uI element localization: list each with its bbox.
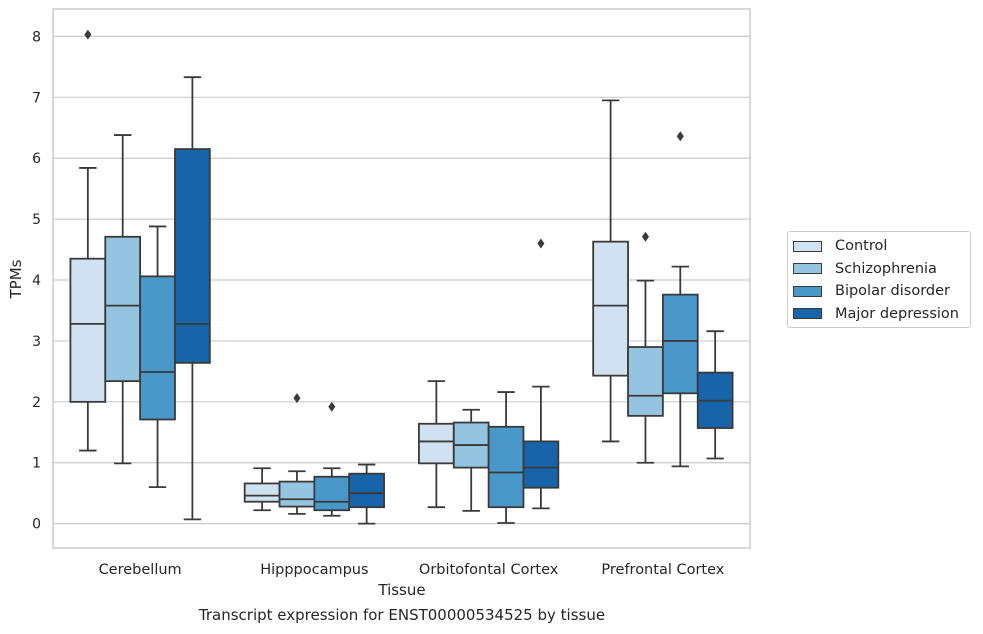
figure-caption: Transcript expression for ENST0000053452… <box>198 606 606 624</box>
x-tick-label: Orbitofontal Cortex <box>419 562 559 578</box>
outlier-point <box>293 393 301 404</box>
box-iqr <box>418 422 455 465</box>
legend-swatch <box>793 285 822 297</box>
legend-label: Schizophrenia <box>835 260 937 277</box>
box-1-2 <box>452 408 490 512</box>
y-tick-label: 8 <box>32 29 41 45</box>
outlier-point <box>328 401 336 412</box>
box-iqr <box>278 480 316 508</box>
box-iqr <box>522 440 560 489</box>
legend-item: Major depression <box>788 303 970 326</box>
y-tick-label: 1 <box>32 456 41 472</box>
outlier-point <box>84 29 92 40</box>
box-1-1 <box>278 393 316 515</box>
outlier-point <box>537 238 545 249</box>
y-tick-label: 4 <box>32 273 41 289</box>
legend-item: Schizophrenia <box>788 258 970 281</box>
box-1-3 <box>627 231 664 464</box>
y-tick-label: 6 <box>32 151 41 167</box>
y-axis-label: TPMs <box>7 259 25 299</box>
box-iqr <box>139 275 176 421</box>
box-3-0 <box>174 76 211 521</box>
y-tick-label: 2 <box>32 395 41 411</box>
box-2-1 <box>313 401 351 517</box>
box-1-0 <box>104 134 142 465</box>
outlier-point <box>641 231 649 242</box>
box-iqr <box>627 346 664 417</box>
x-axis-label: Tissue <box>377 581 425 599</box>
box-3-1 <box>348 463 385 525</box>
box-2-3 <box>661 131 699 468</box>
box-iqr <box>487 425 525 509</box>
y-tick-label: 7 <box>32 90 41 106</box>
outlier-point <box>676 131 684 142</box>
box-iqr <box>174 148 211 364</box>
legend-label: Bipolar disorder <box>835 283 950 300</box>
legend-label: Major depression <box>835 305 959 322</box>
legend-swatch <box>793 240 822 252</box>
x-tick-label: Cerebellum <box>99 562 182 578</box>
y-tick-label: 5 <box>32 212 41 228</box>
legend-label: Control <box>835 238 888 255</box>
legend-item: Bipolar disorder <box>788 280 970 303</box>
box-iqr <box>313 475 351 512</box>
boxes <box>69 29 734 525</box>
y-grid <box>53 35 750 525</box>
box-0-2 <box>418 380 455 509</box>
legend: Control Schizophrenia Bipolar disorder Majo… <box>787 231 971 328</box>
x-tick-label: Prefrontal Cortex <box>601 562 724 578</box>
box-0-3 <box>592 99 629 443</box>
box-iqr <box>661 293 699 395</box>
box-iqr <box>592 240 629 377</box>
box-0-0 <box>69 29 107 452</box>
y-tick-label: 3 <box>32 334 41 350</box>
y-tick-labels: 0 1 2 3 4 5 6 7 8 <box>32 29 41 532</box>
legend-swatch <box>793 308 822 320</box>
legend-item: Control <box>788 235 970 258</box>
box-iqr <box>104 235 142 383</box>
box-iqr <box>348 472 385 509</box>
x-tick-label: Hipppocampus <box>260 562 368 578</box>
box-2-0 <box>139 225 176 488</box>
y-tick-label: 0 <box>32 517 41 533</box>
box-3-3 <box>696 330 734 460</box>
box-iqr <box>69 257 107 403</box>
x-tick-labels: Cerebellum Hipppocampus Orbitofontal Corte… <box>99 562 725 578</box>
box-iqr <box>243 482 281 503</box>
legend-swatch <box>793 263 822 275</box>
box-3-2 <box>522 238 560 510</box>
